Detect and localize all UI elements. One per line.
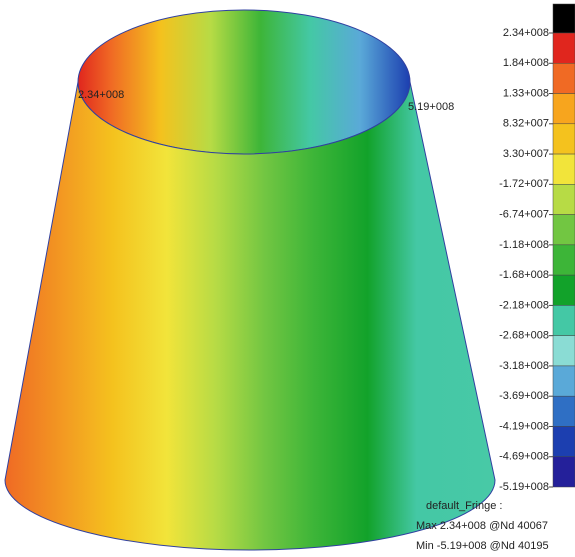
legend-label: -5.19+008 — [499, 481, 549, 493]
legend-swatch — [553, 245, 575, 275]
legend-label: -1.72+007 — [499, 178, 549, 190]
footer-min: Min -5.19+008 @Nd 40195 — [416, 540, 549, 552]
legend-swatch — [553, 457, 575, 487]
legend-swatch — [553, 63, 575, 93]
legend-label: 2.34+008 — [503, 27, 549, 39]
legend-label: 1.33+008 — [503, 87, 549, 99]
legend-swatch — [553, 305, 575, 335]
fringe-plot: 2.34+008 5.19+008 2.34+008 1.84+008 1.33+0… — [0, 0, 575, 557]
legend-swatch — [553, 184, 575, 214]
legend-label: -1.68+008 — [499, 269, 549, 281]
cone-inner — [78, 10, 410, 154]
legend-label: -3.18+008 — [499, 360, 549, 372]
legend-label: -4.69+008 — [499, 451, 549, 463]
legend-swatch — [553, 336, 575, 366]
legend-label: -2.18+008 — [499, 299, 549, 311]
legend-swatch — [553, 33, 575, 63]
legend-swatch — [553, 396, 575, 426]
legend-swatch — [553, 4, 575, 33]
legend-label: -1.18+008 — [499, 239, 549, 251]
max-annotation: 2.34+008 — [78, 89, 124, 101]
legend-swatch — [553, 366, 575, 396]
legend-label: 8.32+007 — [503, 118, 549, 130]
legend-label: -4.19+008 — [499, 420, 549, 432]
min-annotation: 5.19+008 — [408, 101, 454, 113]
legend-swatch — [553, 215, 575, 245]
legend-label: 3.30+007 — [503, 148, 549, 160]
legend-label: -3.69+008 — [499, 390, 549, 402]
footer-max: Max 2.34+008 @Nd 40067 — [416, 520, 548, 532]
legend-label: -6.74+007 — [499, 209, 549, 221]
legend-swatch — [553, 154, 575, 184]
legend-label: 1.84+008 — [503, 57, 549, 69]
legend-swatch — [553, 426, 575, 456]
legend-label: -2.68+008 — [499, 330, 549, 342]
page: 2.34+008 5.19+008 2.34+008 1.84+008 1.33+0… — [0, 0, 575, 557]
legend-swatch — [553, 275, 575, 305]
legend-swatch — [553, 124, 575, 154]
legend-swatch — [553, 94, 575, 124]
legend: 2.34+008 1.84+008 1.33+008 8.32+007 3.30+007… — [499, 4, 575, 493]
footer-title: default_Fringe : — [426, 500, 502, 512]
